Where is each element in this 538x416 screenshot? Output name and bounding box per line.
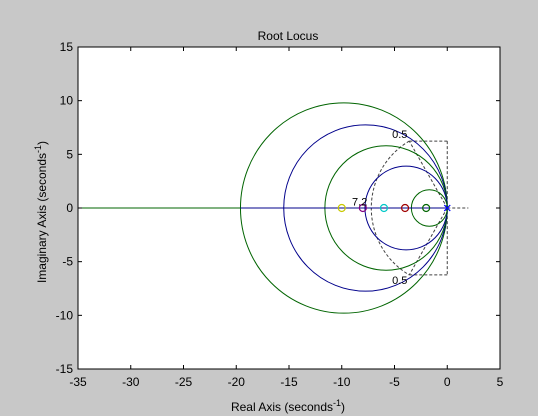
x-axis-label: Real Axis (seconds-1) (231, 398, 345, 414)
y-axis-label: Imaginary Axis (seconds-1) (33, 141, 49, 283)
x-tick-label: -10 (333, 375, 351, 389)
y-tick-label: 15 (60, 40, 74, 54)
y-tick-label: 10 (60, 94, 74, 108)
zero-marker (337, 203, 346, 213)
grid-annotation: 0.5 (392, 275, 407, 287)
x-tick-label: 0 (444, 375, 451, 389)
zero-marker (422, 203, 431, 213)
chart-title: Root Locus (258, 29, 319, 43)
y-tick-label: -15 (56, 362, 74, 376)
x-tick-label: -5 (389, 375, 400, 389)
grid-annotation: 0.5 (392, 129, 407, 141)
x-tick-label: -35 (69, 375, 87, 389)
x-tick-label: -15 (280, 375, 298, 389)
damping-ratio-line (408, 140, 448, 209)
pole-marker (443, 204, 451, 212)
x-tick-label: -30 (122, 375, 140, 389)
damping-ratio-line (408, 207, 448, 276)
y-tick-label: -5 (62, 255, 73, 269)
x-tick-label: -20 (228, 375, 246, 389)
y-tick-label: 0 (66, 201, 73, 215)
x-tick-label: -25 (175, 375, 193, 389)
y-tick-label: -10 (56, 308, 74, 322)
y-tick-label: 5 (66, 147, 73, 161)
zero-marker (400, 203, 410, 213)
zero-marker (358, 203, 367, 213)
x-tick-label: 5 (497, 375, 504, 389)
zero-marker (379, 203, 389, 213)
grid-annotation: 7.2 (352, 197, 367, 209)
